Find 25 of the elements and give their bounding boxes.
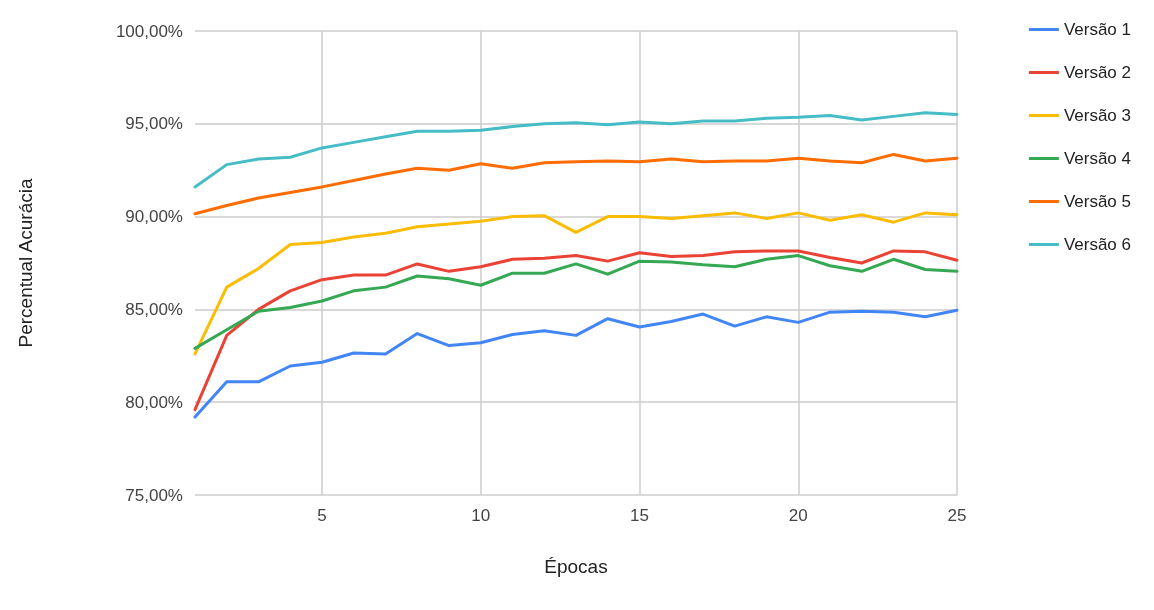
- legend-label: Versão 2: [1063, 63, 1132, 82]
- line-series: [193, 308, 959, 419]
- y-axis-title: Percentual Acurácia: [15, 178, 36, 348]
- x-tick-label: 25: [947, 506, 967, 525]
- legend-label: Versão 4: [1063, 149, 1132, 168]
- legend-label: Versão 1: [1063, 20, 1132, 39]
- legend-label: Versão 5: [1063, 192, 1132, 211]
- y-tick-label: 90,00%: [125, 207, 183, 227]
- x-tick-label: 20: [788, 506, 808, 525]
- x-axis-title: Épocas: [544, 556, 608, 577]
- x-tick-label: 15: [630, 506, 649, 525]
- legend-label: Versão 6: [1063, 235, 1132, 254]
- y-tick-label: 85,00%: [125, 299, 183, 319]
- y-tick-label: 80,00%: [125, 392, 183, 412]
- legend-label: Versão 3: [1063, 106, 1132, 125]
- line-series: [193, 111, 959, 189]
- x-tick-label: 10: [471, 506, 491, 525]
- line-series: [193, 254, 959, 350]
- line-series: [193, 249, 959, 412]
- x-tick-label: 5: [317, 506, 327, 525]
- y-tick-label: 100,00%: [115, 21, 183, 41]
- line-series: [193, 211, 959, 356]
- y-tick-label: 95,00%: [125, 114, 183, 134]
- line-series: [193, 152, 959, 216]
- y-tick-label: 75,00%: [125, 485, 183, 505]
